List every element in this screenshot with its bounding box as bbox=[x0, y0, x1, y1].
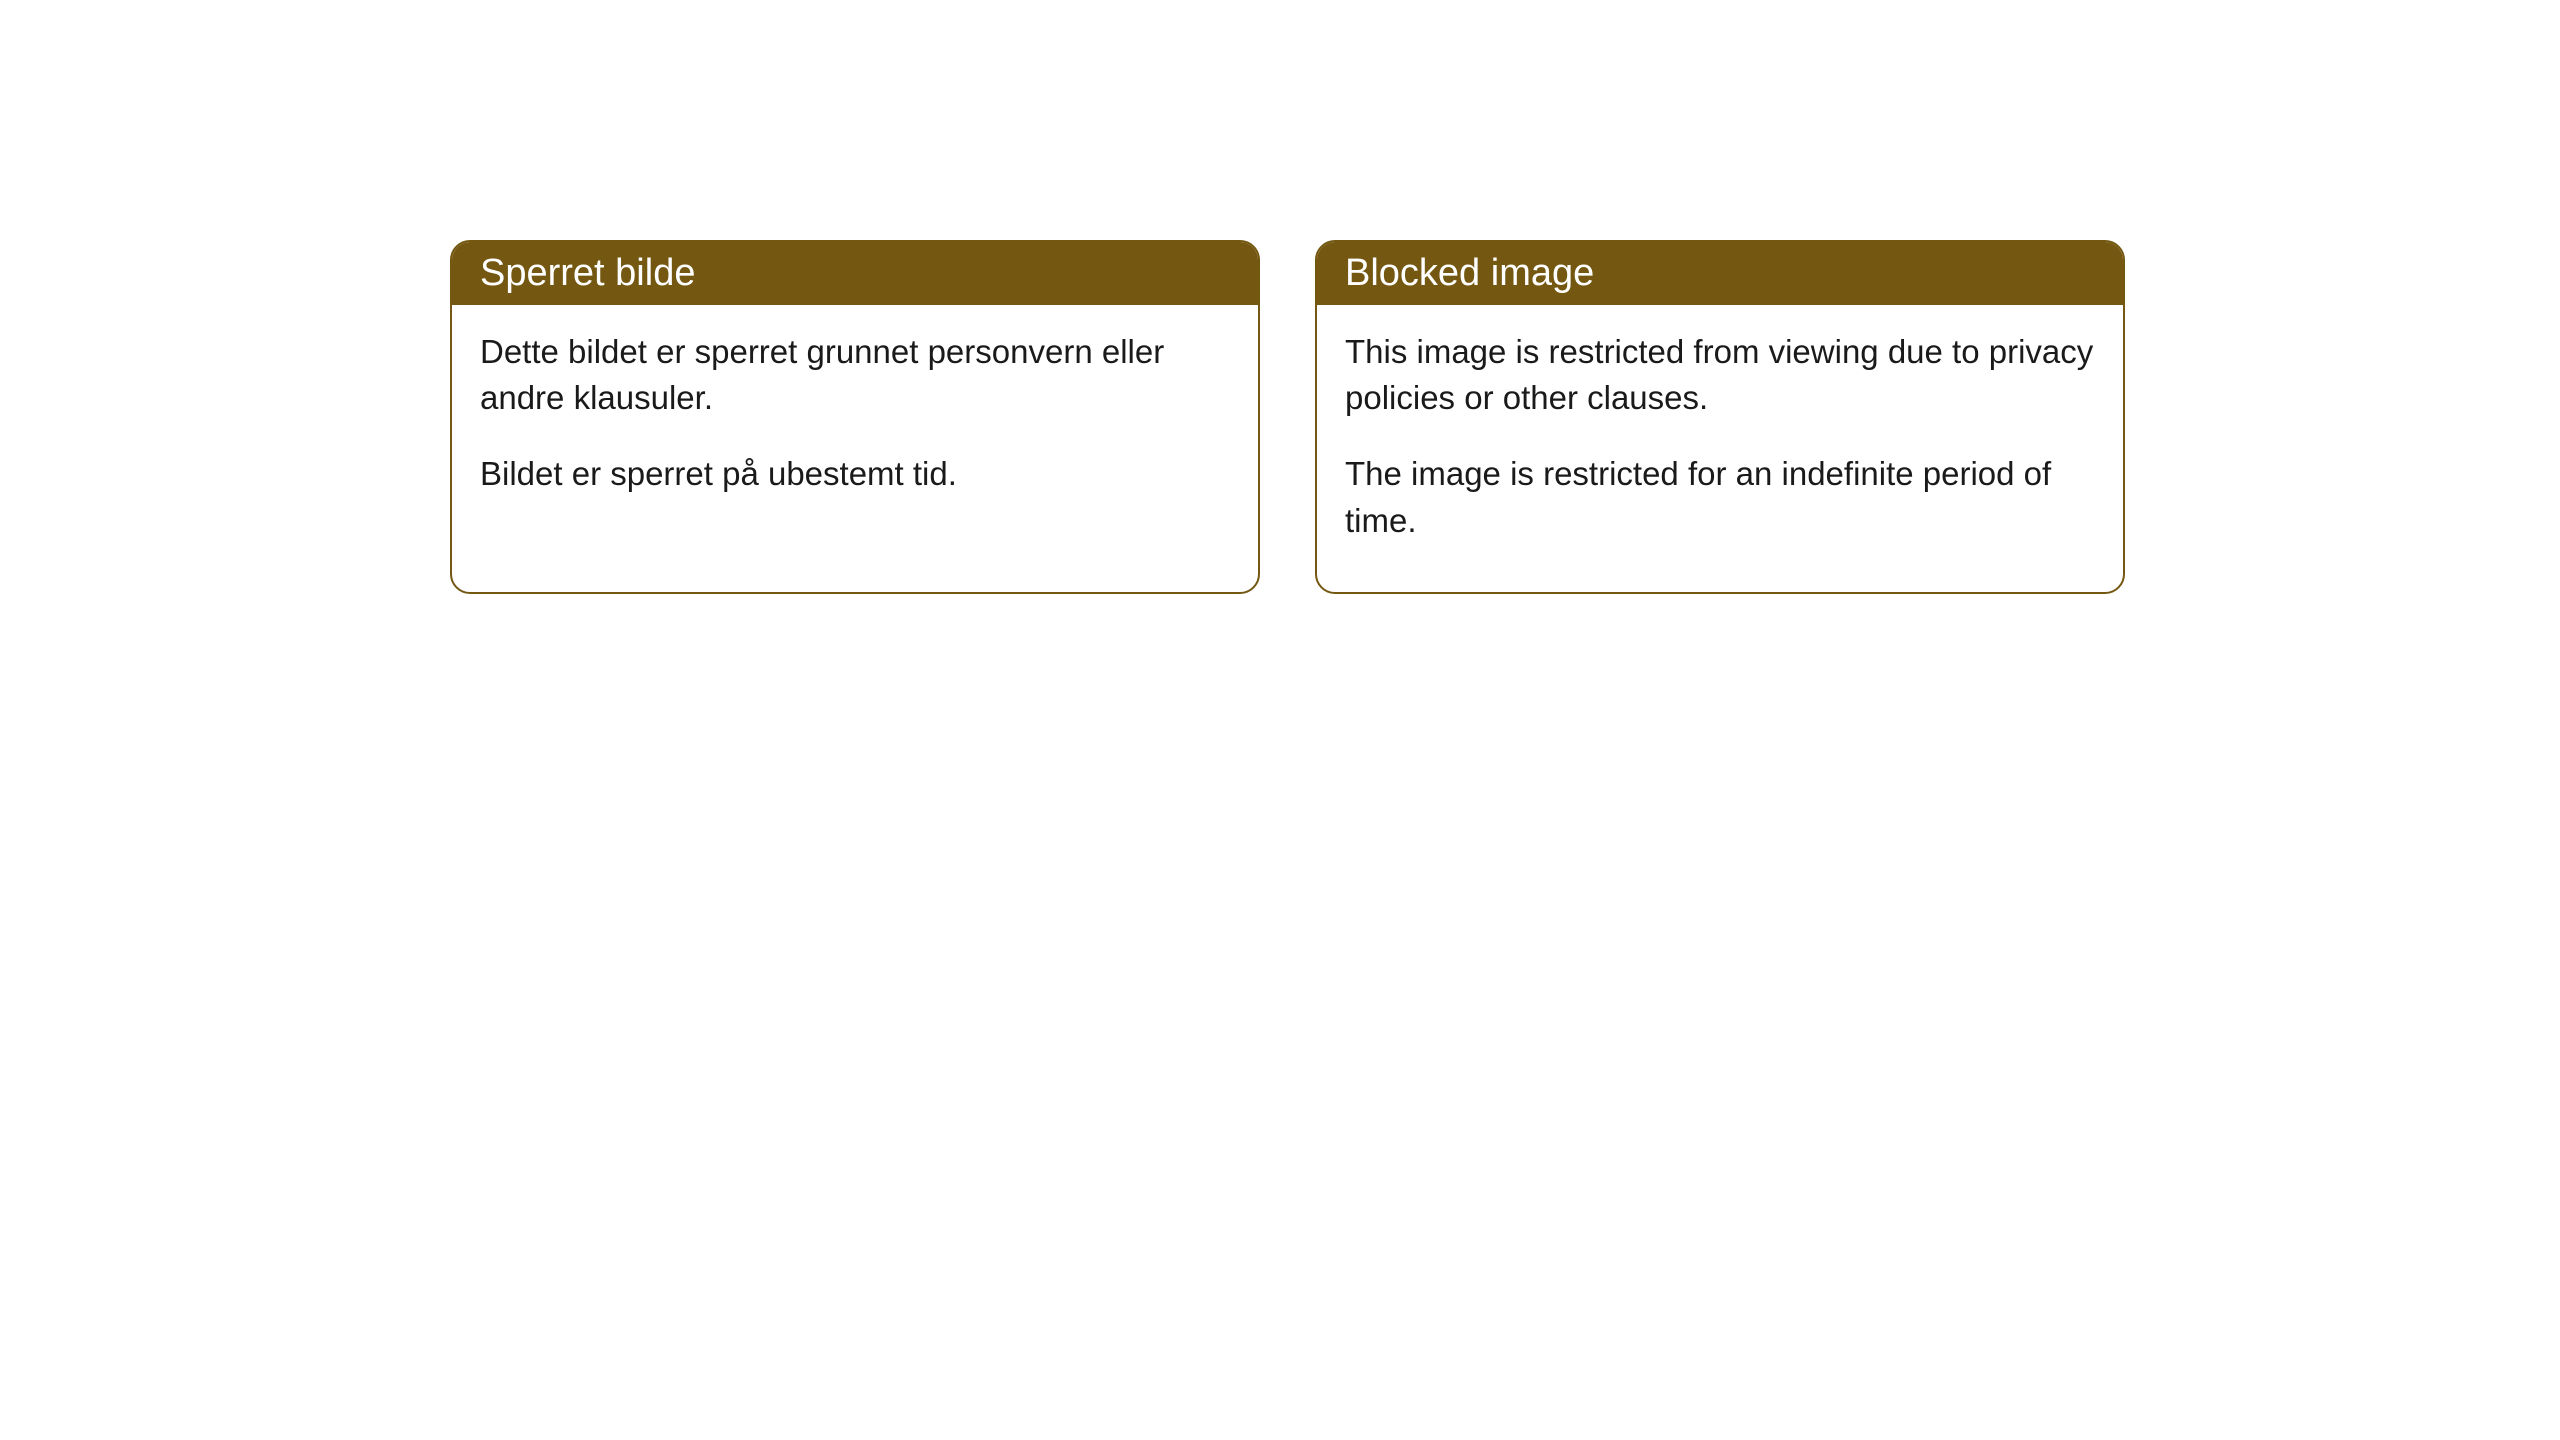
card-paragraph: The image is restricted for an indefinit… bbox=[1345, 451, 2095, 543]
cards-container: Sperret bilde Dette bildet er sperret gr… bbox=[450, 240, 2560, 594]
card-body-norwegian: Dette bildet er sperret grunnet personve… bbox=[452, 305, 1258, 546]
card-norwegian: Sperret bilde Dette bildet er sperret gr… bbox=[450, 240, 1260, 594]
card-body-english: This image is restricted from viewing du… bbox=[1317, 305, 2123, 592]
card-english: Blocked image This image is restricted f… bbox=[1315, 240, 2125, 594]
card-paragraph: Dette bildet er sperret grunnet personve… bbox=[480, 329, 1230, 421]
card-header-english: Blocked image bbox=[1317, 242, 2123, 305]
card-header-norwegian: Sperret bilde bbox=[452, 242, 1258, 305]
card-paragraph: This image is restricted from viewing du… bbox=[1345, 329, 2095, 421]
card-paragraph: Bildet er sperret på ubestemt tid. bbox=[480, 451, 1230, 497]
